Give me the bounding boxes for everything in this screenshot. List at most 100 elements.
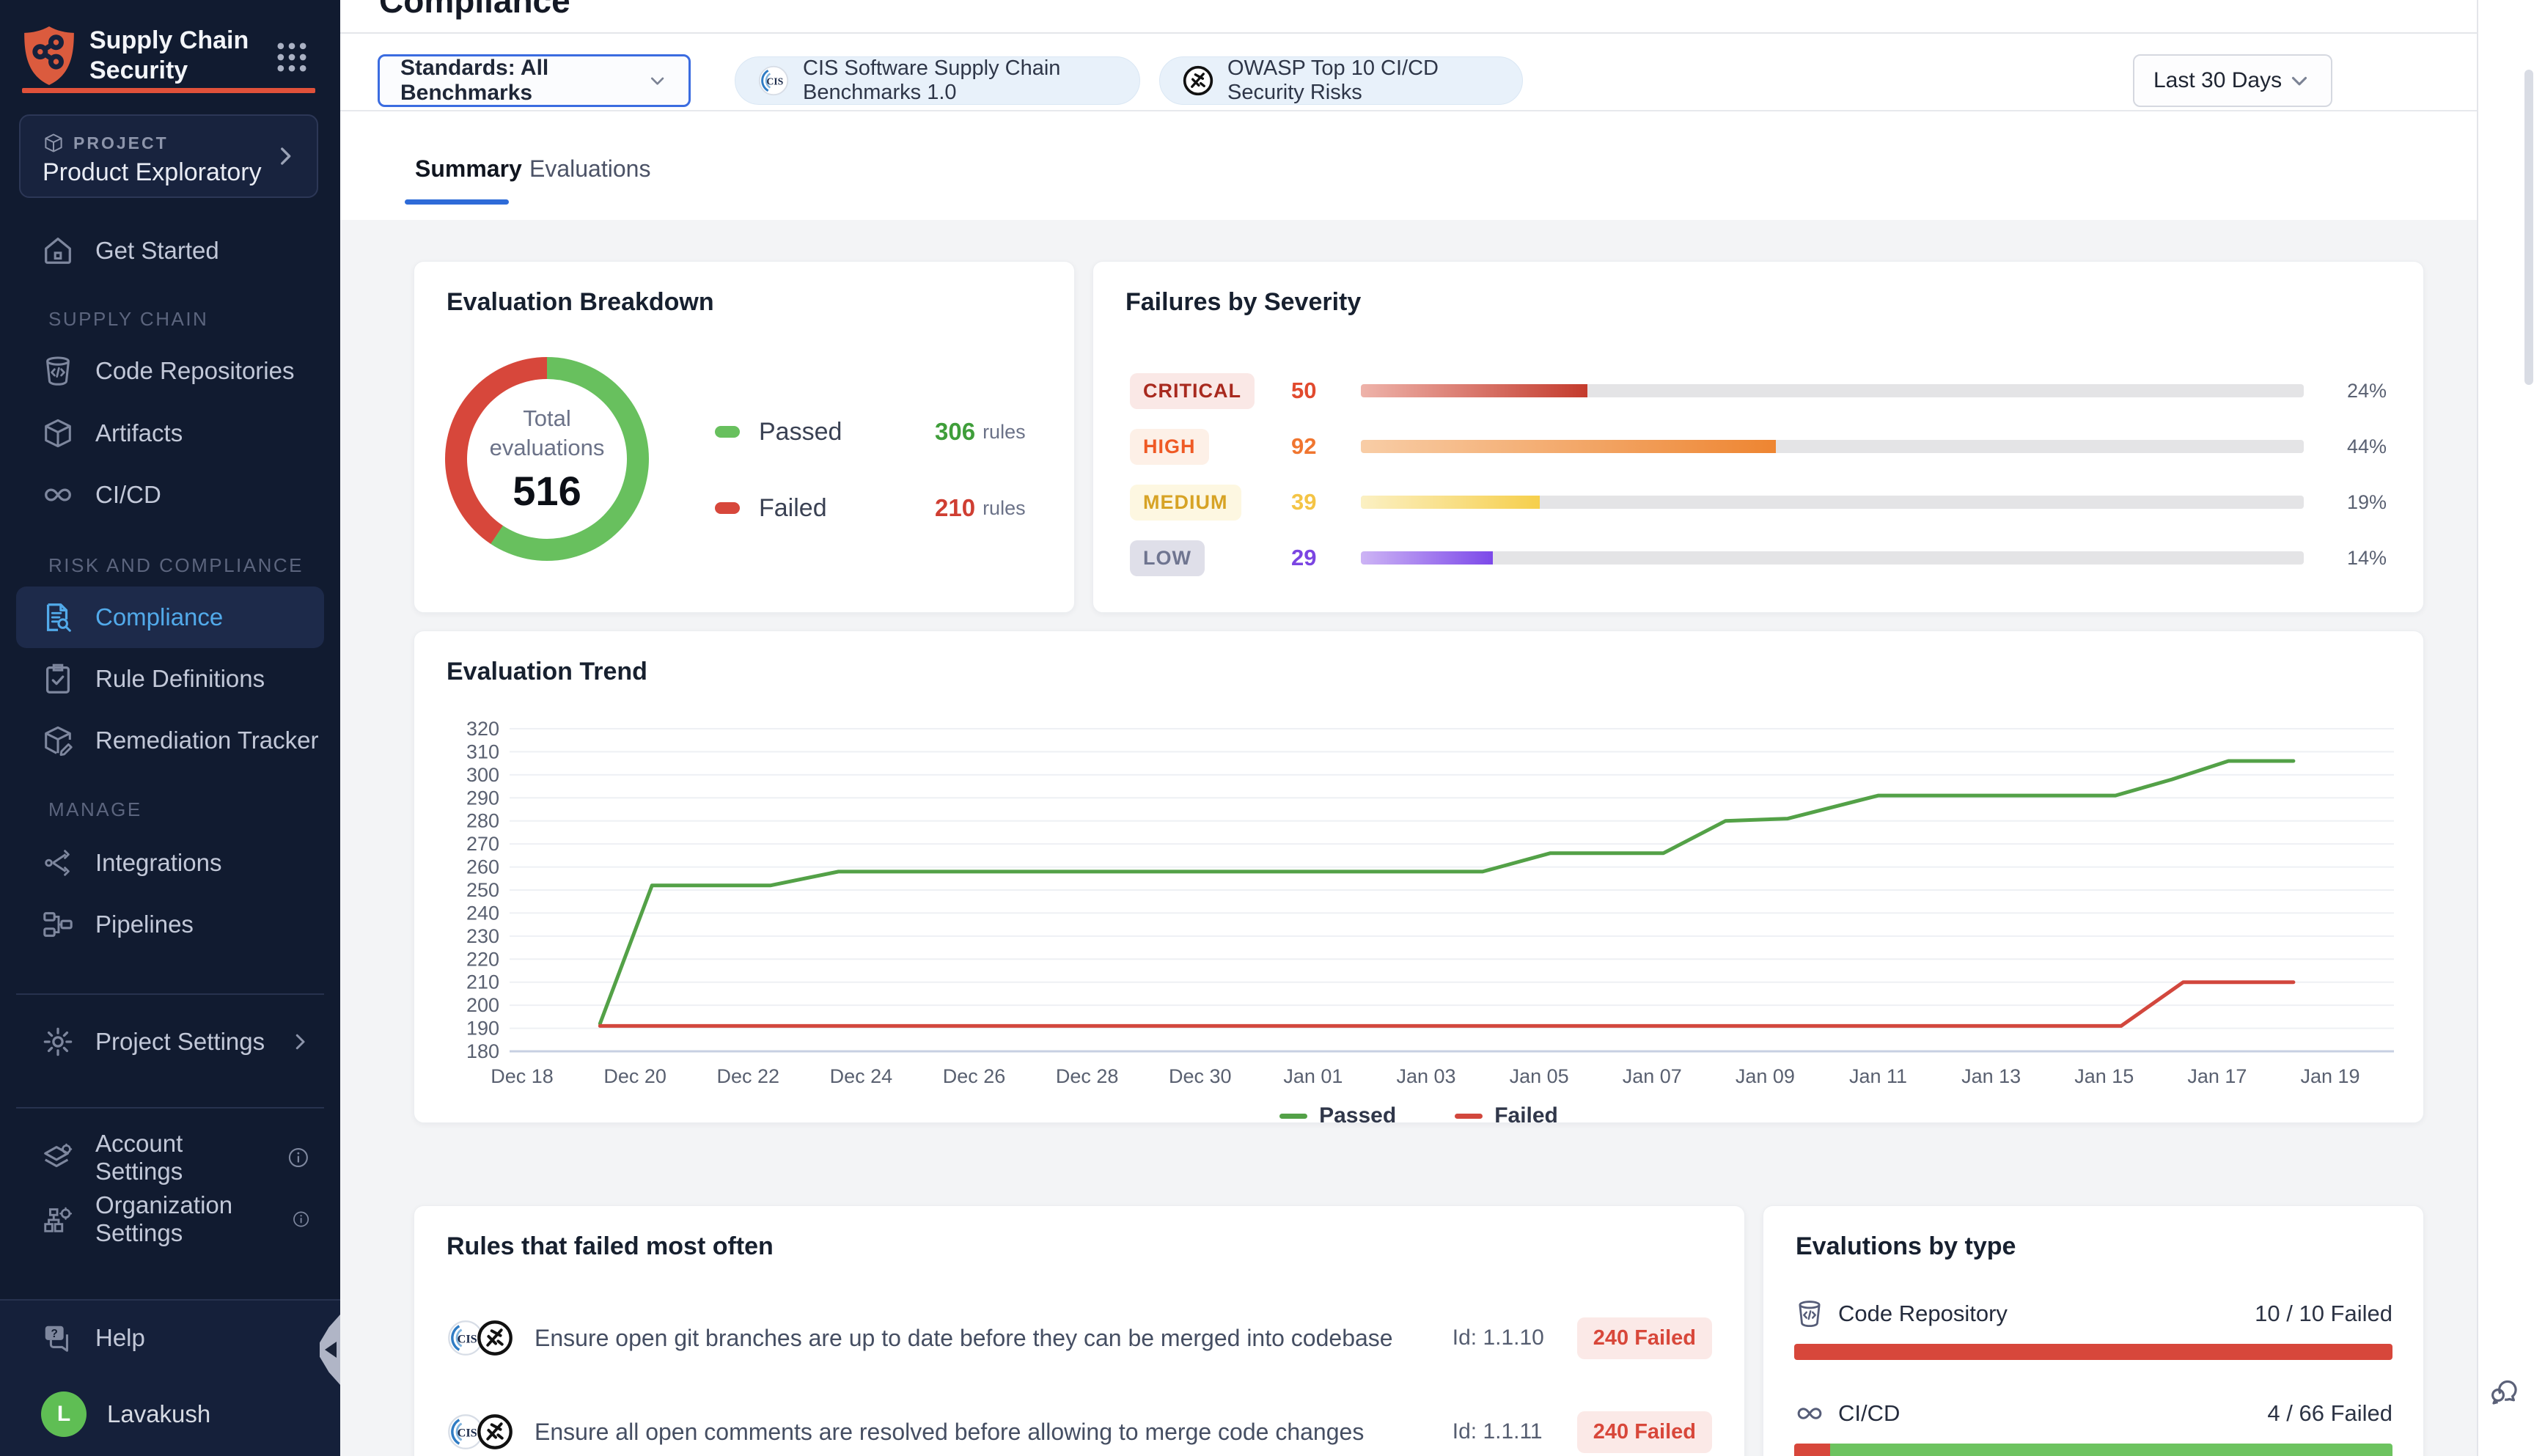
sidebar-item-integrations[interactable]: Integrations [0,832,340,894]
x-axis-tick-label: Jan 15 [2074,1065,2134,1087]
legend-label: Passed [1319,1103,1396,1128]
owasp-icon [1182,65,1214,97]
standards-filter-value: Standards: All Benchmarks [400,56,647,106]
legend-label: Passed [759,418,906,446]
severity-row-medium: MEDIUM 39 19% [1130,474,2387,530]
evaluation-breakdown-donut-chart: Total evaluations 516 [445,357,649,561]
severity-bar [1361,384,2304,397]
brand-accent-line [22,88,315,93]
rule-row[interactable]: Ensure all open comments are resolved be… [447,1385,1712,1456]
pipeline-icon [41,908,75,941]
feedback-chat-icon[interactable] [2486,1372,2522,1408]
x-axis-tick-label: Dec 28 [1056,1065,1119,1087]
sidebar-item-get-started[interactable]: Get Started [0,220,340,282]
rule-text: Ensure open git branches are up to date … [535,1325,1393,1352]
evaluation-trend-line-chart: 3203103002902802702602502402302202102001… [429,696,2409,1095]
unit-label: rules [983,497,1026,520]
type-label: Code Repository [1838,1301,2008,1327]
failed-legend-dot [715,502,740,514]
severity-badge: CRITICAL [1130,373,1255,409]
sidebar-item-label: Compliance [95,603,223,631]
share-nodes-icon [41,846,75,880]
sidebar-item-artifacts[interactable]: Artifacts [0,402,340,464]
divider [16,1107,324,1108]
tab-evaluations[interactable]: Evaluations [529,155,650,183]
sidebar-item-label: Account Settings [95,1130,265,1185]
type-result-bar [1794,1344,2392,1360]
benchmark-chip-cis[interactable]: CIS Software Supply Chain Benchmarks 1.0 [735,56,1140,105]
tab-summary[interactable]: Summary [415,155,522,183]
date-range-dropdown[interactable]: Last 30 Days [2133,54,2332,107]
x-axis-tick-label: Jan 07 [1623,1065,1682,1087]
sidebar-item-project-settings[interactable]: Project Settings [0,1011,340,1073]
x-axis-tick-label: Jan 09 [1736,1065,1795,1087]
legend-item-failed: Failed [1455,1103,1558,1128]
sidebar-item-label: CI/CD [95,481,161,509]
rule-row[interactable]: Ensure open git branches are up to date … [447,1291,1712,1385]
sidebar-item-code-repositories[interactable]: Code Repositories [0,340,340,402]
sidebar-item-remediation-tracker[interactable]: Remediation Tracker [0,710,340,771]
benchmark-chip-owasp[interactable]: OWASP Top 10 CI/CD Security Risks [1159,56,1523,105]
code-repo-icon [1794,1298,1825,1329]
y-axis-tick-label: 180 [466,1040,499,1062]
x-axis-tick-label: Dec 24 [830,1065,893,1087]
rule-id: Id: 1.1.11 [1453,1419,1577,1444]
type-row-cicd: CI/CD 4 / 66 Failed [1794,1392,2392,1456]
legend-label: Failed [1494,1103,1558,1128]
user-menu[interactable]: L Lavakush [0,1383,340,1445]
card-rules-failed-most-often: Rules that failed most often Ensure open… [414,1205,1745,1456]
home-icon [41,234,75,268]
sidebar-footer: Help L Lavakush [0,1299,340,1456]
severity-percent: 14% [2347,547,2387,570]
standards-filter-dropdown[interactable]: Standards: All Benchmarks [378,54,691,107]
severity-rows: CRITICAL 50 24% HIGH 92 44% MEDIUM 39 19… [1130,363,2387,586]
type-rows: Code Repository 10 / 10 Failed CI/CD 4 /… [1794,1293,2392,1456]
breakdown-legend: Passed 306 rules Failed 210 rules [715,408,1026,561]
code-repo-icon [41,354,75,388]
section-label-supply-chain: SUPPLY CHAIN [0,308,340,331]
section-label-manage: MANAGE [0,798,340,821]
x-axis-tick-label: Jan 19 [2300,1065,2359,1087]
sidebar-item-compliance[interactable]: Compliance [16,587,324,648]
severity-count: 39 [1291,489,1361,515]
owasp-icon [476,1319,514,1357]
chevron-right-icon [273,144,298,169]
sidebar-item-label: Integrations [95,849,221,877]
severity-count: 29 [1291,545,1361,571]
sidebar-item-rule-definitions[interactable]: Rule Definitions [0,648,340,710]
sidebar-item-organization-settings[interactable]: Organization Settings [0,1188,340,1250]
sidebar-item-help[interactable]: Help [0,1307,340,1369]
x-axis-tick-label: Jan 03 [1396,1065,1455,1087]
passed-count: 306 [935,418,975,446]
sidebar-item-label: Project Settings [95,1028,265,1056]
info-icon [291,1206,311,1232]
infinity-icon [41,478,75,512]
filter-row: Standards: All Benchmarks CIS Software S… [340,34,2477,110]
sidebar-item-cicd[interactable]: CI/CD [0,464,340,526]
sidebar-item-label: Remediation Tracker [95,727,318,754]
scrollbar-thumb[interactable] [2524,70,2533,385]
card-title: Evaluation Trend [447,658,647,686]
card-evaluations-by-type: Evalutions by type Code Repository 10 / … [1763,1205,2424,1456]
info-icon [286,1144,311,1171]
unit-label: rules [983,421,1026,444]
tab-bar: Summary Evaluations [340,111,2477,220]
package-icon [41,416,75,450]
chat-help-icon [41,1321,75,1355]
sidebar-item-account-settings[interactable]: Account Settings [0,1127,340,1188]
date-range-value: Last 30 Days [2153,68,2282,93]
project-selector[interactable]: PROJECT Product Exploratory [19,114,318,198]
x-axis-tick-label: Jan 05 [1510,1065,1569,1087]
severity-badge: LOW [1130,540,1205,576]
severity-bar [1361,440,2304,453]
sidebar-item-label: Code Repositories [95,357,294,385]
severity-bar [1361,496,2304,509]
app-switcher-grid-icon[interactable] [273,38,311,76]
x-axis-tick-label: Dec 22 [716,1065,779,1087]
y-axis-tick-label: 260 [466,856,499,878]
sidebar-item-pipelines[interactable]: Pipelines [0,894,340,955]
collapse-arrow-icon [325,1342,337,1358]
card-title: Evaluation Breakdown [447,288,714,317]
bar-segment [1830,1444,2392,1456]
legend-item-passed: Passed [1279,1103,1396,1128]
